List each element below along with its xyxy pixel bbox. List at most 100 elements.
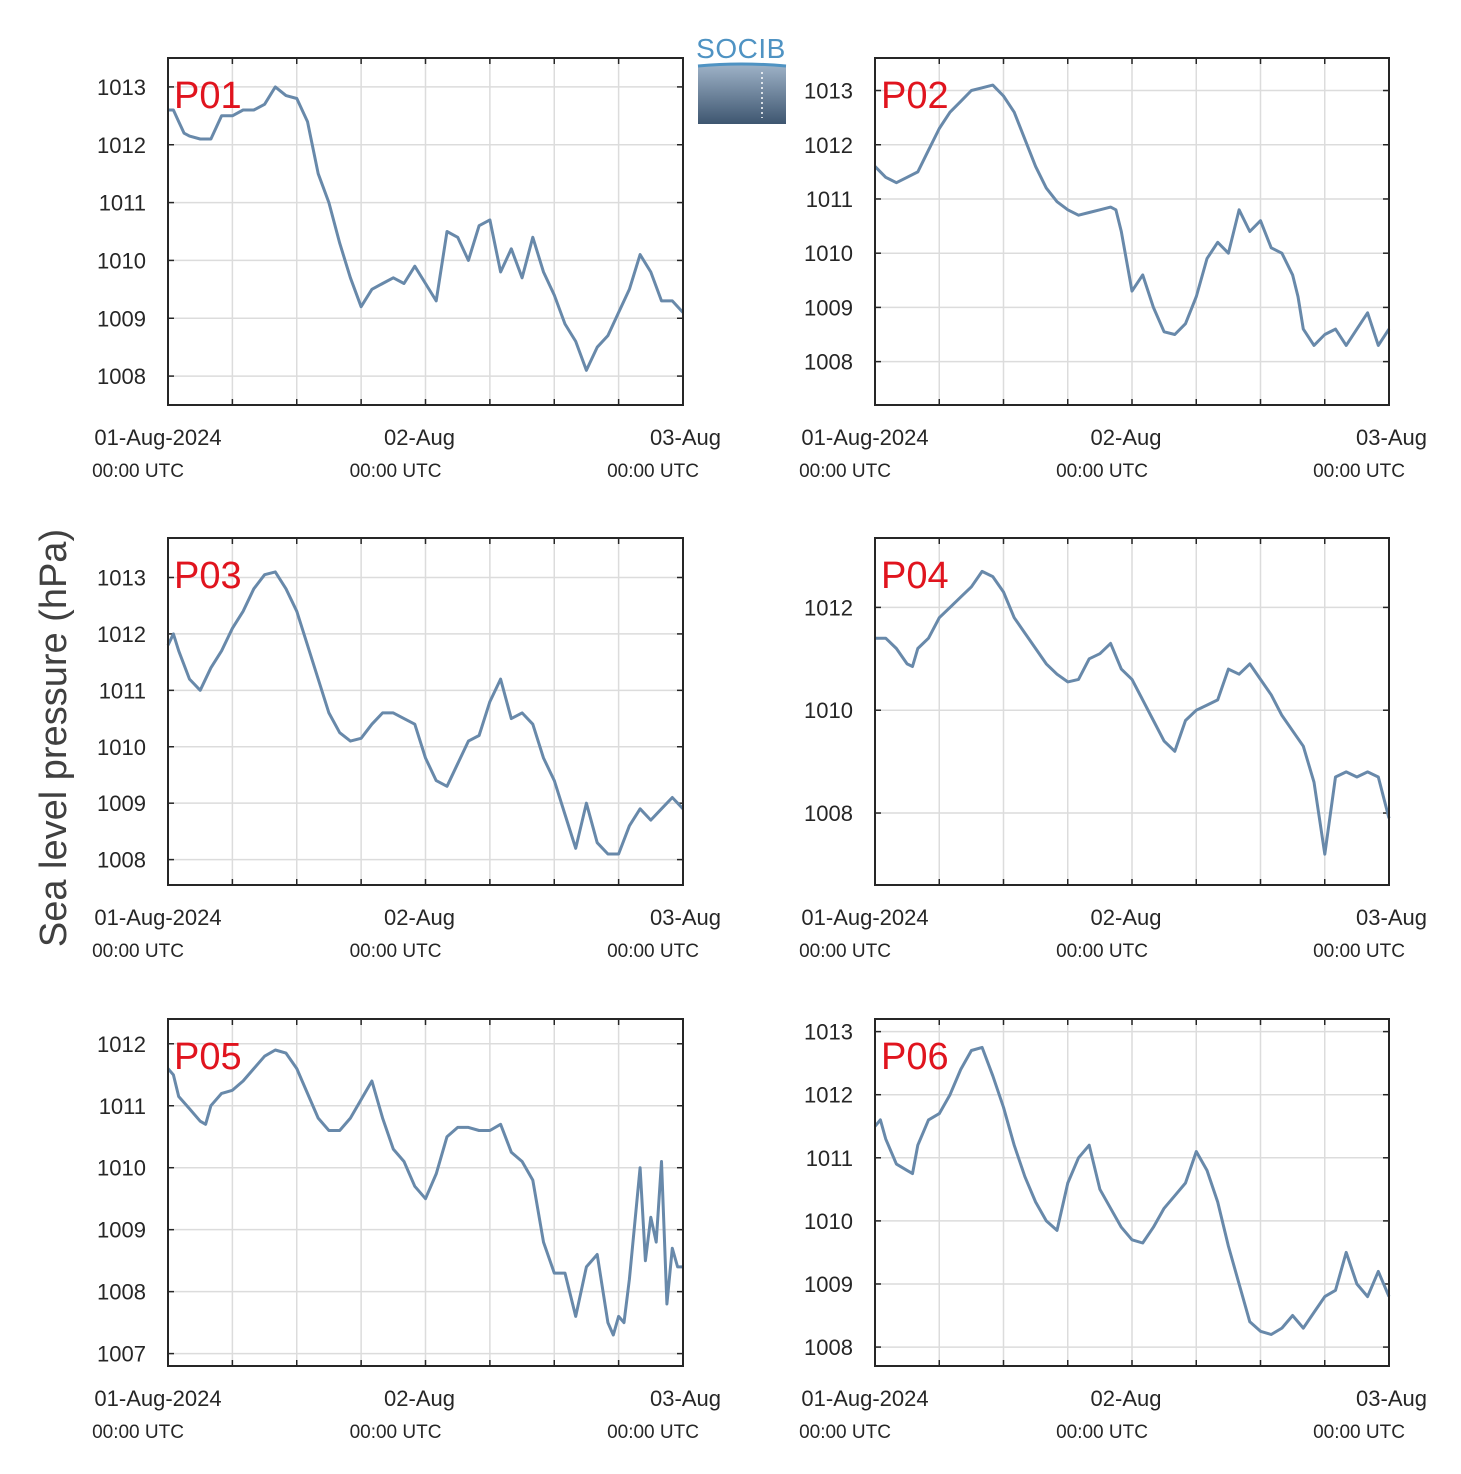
x-tick-label: 03-Aug — [1356, 1386, 1427, 1411]
series-line — [166, 570, 685, 856]
y-tick-label: 1011 — [99, 191, 146, 216]
x-tick-sublabel: 00:00 UTC — [799, 941, 891, 962]
y-tick-label: 1011 — [806, 1146, 853, 1171]
y-tick-label: 1010 — [97, 248, 146, 273]
x-tick-label: 02-Aug — [384, 1386, 455, 1411]
x-tick-sublabel: 00:00 UTC — [1056, 941, 1148, 962]
y-tick-label: 1007 — [97, 1342, 146, 1367]
panel-2: 1008 1009 1010 1011 1012 1013 01-Aug-2024 00:00… — [799, 57, 1427, 482]
x-tick-label: 02-Aug — [1091, 1386, 1162, 1411]
y-tick-label: 1013 — [804, 1020, 853, 1045]
y-tick-label: 1008 — [804, 350, 853, 375]
y-tick-label: 1009 — [97, 1218, 146, 1243]
x-tick-label: 03-Aug — [1356, 425, 1427, 450]
y-tick-label: 1010 — [804, 241, 853, 266]
logo-wave-top — [697, 62, 787, 68]
x-tick-label: 03-Aug — [650, 905, 721, 930]
x-tick-sublabel: 00:00 UTC — [607, 941, 699, 962]
y-tick-label: 1008 — [804, 801, 853, 826]
x-tick-sublabel: 00:00 UTC — [350, 461, 442, 482]
series-line — [168, 85, 685, 372]
y-tick-label: 1010 — [804, 698, 853, 723]
x-tick-sublabel: 00:00 UTC — [1313, 1422, 1405, 1443]
axes-frame — [167, 537, 684, 886]
axes-frame — [874, 57, 1390, 406]
y-tick-label: 1013 — [97, 565, 146, 590]
series-line — [166, 1048, 683, 1337]
x-tick-sublabel: 00:00 UTC — [1313, 461, 1405, 482]
x-tick-sublabel: 00:00 UTC — [799, 1422, 891, 1443]
panel-title: P05 — [174, 1036, 242, 1078]
panel-title: P02 — [881, 75, 949, 117]
y-tick-label: 1010 — [97, 735, 146, 760]
y-axis-label: Sea level pressure (hPa) — [33, 529, 75, 947]
panel-4: 1008 1010 1012 01-Aug-2024 00:00 UTC 02-Aug 00… — [799, 537, 1427, 962]
x-tick-label: 01-Aug-2024 — [801, 425, 928, 450]
x-tick-label: 03-Aug — [1356, 905, 1427, 930]
x-tick-label: 03-Aug — [650, 425, 721, 450]
y-tick-label: 1008 — [97, 1280, 146, 1305]
x-tick-label: 01-Aug-2024 — [94, 905, 221, 930]
y-tick-label: 1009 — [97, 791, 146, 816]
x-tick-sublabel: 00:00 UTC — [92, 941, 184, 962]
axes-frame — [167, 57, 684, 406]
x-tick-label: 01-Aug-2024 — [94, 1386, 221, 1411]
series-line — [873, 1045, 1391, 1336]
y-tick-label: 1012 — [804, 595, 853, 620]
y-tick-label: 1011 — [806, 187, 853, 212]
panel-title: P03 — [174, 555, 242, 597]
y-tick-label: 1008 — [804, 1335, 853, 1360]
x-tick-sublabel: 00:00 UTC — [1056, 1422, 1148, 1443]
x-tick-label: 02-Aug — [384, 425, 455, 450]
x-tick-sublabel: 00:00 UTC — [350, 941, 442, 962]
y-tick-label: 1012 — [804, 1083, 853, 1108]
y-tick-label: 1009 — [804, 295, 853, 320]
panel-6: 1008 1009 1010 1011 1012 1013 01-Aug-2024 00:00… — [799, 1018, 1427, 1443]
y-tick-label: 1008 — [97, 848, 146, 873]
panel-3: 1008 1009 1010 1011 1012 1013 01-Aug-2024 00:00… — [92, 537, 721, 962]
socib-logo: SOCIB — [696, 33, 787, 124]
y-tick-label: 1011 — [99, 1094, 146, 1119]
logo-wave-shape — [698, 64, 786, 124]
x-tick-label: 02-Aug — [1091, 425, 1162, 450]
x-tick-sublabel: 00:00 UTC — [350, 1422, 442, 1443]
y-tick-label: 1011 — [99, 678, 146, 703]
y-tick-label: 1012 — [97, 133, 146, 158]
panel-title: P01 — [174, 75, 242, 117]
y-tick-label: 1009 — [97, 306, 146, 331]
x-tick-label: 02-Aug — [1091, 905, 1162, 930]
x-tick-sublabel: 00:00 UTC — [1313, 941, 1405, 962]
panel-title: P06 — [881, 1036, 949, 1078]
x-tick-label: 01-Aug-2024 — [801, 905, 928, 930]
panel-5: 1007 1008 1009 1010 1011 1012 01-Aug-2024 00:00… — [92, 1018, 721, 1443]
y-tick-label: 1010 — [804, 1209, 853, 1234]
logo-text: SOCIB — [696, 33, 786, 64]
panel-1: 1008 1009 1010 1011 1012 1013 01-Aug-2024 00:00… — [92, 57, 721, 482]
x-tick-label: 03-Aug — [650, 1386, 721, 1411]
x-tick-sublabel: 00:00 UTC — [92, 1422, 184, 1443]
panels: 1008 1009 1010 1011 1012 1013 01-Aug-2024 00:00… — [92, 57, 1427, 1443]
x-tick-sublabel: 00:00 UTC — [92, 461, 184, 482]
y-tick-label: 1012 — [804, 133, 853, 158]
y-tick-label: 1012 — [97, 622, 146, 647]
x-tick-sublabel: 00:00 UTC — [607, 461, 699, 482]
axes-frame — [874, 537, 1390, 886]
y-tick-label: 1012 — [97, 1032, 146, 1057]
y-tick-label: 1008 — [97, 364, 146, 389]
panel-title: P04 — [881, 555, 949, 597]
x-tick-sublabel: 00:00 UTC — [799, 461, 891, 482]
x-tick-sublabel: 00:00 UTC — [1056, 461, 1148, 482]
x-tick-label: 01-Aug-2024 — [801, 1386, 928, 1411]
x-tick-sublabel: 00:00 UTC — [607, 1422, 699, 1443]
y-tick-label: 1009 — [804, 1272, 853, 1297]
series-line — [873, 83, 1391, 347]
axes-frame — [874, 1018, 1390, 1367]
series-line — [875, 569, 1391, 856]
axes-frame — [167, 1018, 684, 1367]
y-tick-label: 1013 — [97, 75, 146, 100]
x-tick-label: 02-Aug — [384, 905, 455, 930]
x-tick-label: 01-Aug-2024 — [94, 425, 221, 450]
y-tick-label: 1010 — [97, 1156, 146, 1181]
y-tick-label: 1013 — [804, 79, 853, 104]
